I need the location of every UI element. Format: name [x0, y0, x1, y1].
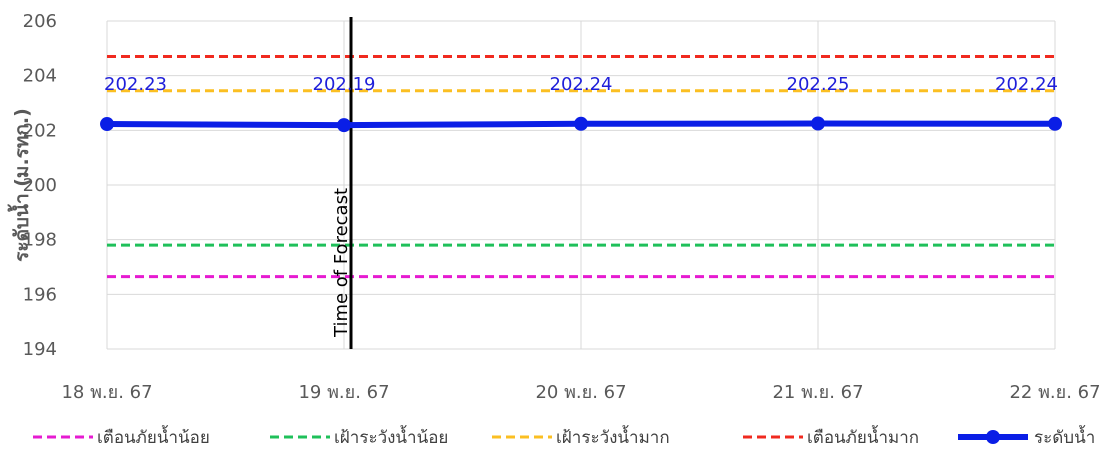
- x-tick-label: 19 พ.ย. 67: [298, 382, 389, 403]
- data-label: 202.23: [104, 74, 167, 95]
- data-point: [574, 116, 588, 131]
- data-label: 202.24: [550, 74, 613, 95]
- legend-item: เตือนภัยน้ำมาก: [743, 425, 919, 448]
- y-tick-label: 204: [23, 66, 57, 87]
- forecast-label: Time of Forecast: [331, 188, 352, 338]
- y-axis-title: ระดับน้ำ (ม.รทก.): [7, 108, 33, 262]
- y-axis-ticks: 194 196 198 200 202 204 206: [23, 11, 57, 360]
- data-point: [337, 118, 351, 133]
- y-tick-label: 200: [23, 175, 57, 196]
- legend-item: เฝ้าระวังน้ำน้อย: [270, 425, 448, 448]
- data-point: [1048, 116, 1062, 131]
- y-tick-label: 196: [23, 284, 57, 305]
- legend-label: เฝ้าระวังน้ำมาก: [556, 425, 670, 448]
- data-point: [100, 117, 114, 132]
- legend-label: เตือนภัยน้ำน้อย: [97, 425, 210, 448]
- x-tick-label: 18 พ.ย. 67: [61, 382, 152, 403]
- legend-item: ระดับน้ำ: [958, 425, 1095, 448]
- x-tick-label: 20 พ.ย. 67: [535, 382, 626, 403]
- forecast-annotation: Time of Forecast: [331, 17, 353, 349]
- reference-lines: [107, 55, 1055, 279]
- x-tick-label: 22 พ.ย. 67: [1009, 382, 1100, 403]
- legend-label: เตือนภัยน้ำมาก: [807, 425, 919, 448]
- x-axis-ticks: 18 พ.ย. 67 19 พ.ย. 67 20 พ.ย. 67 21 พ.ย. 67…: [61, 382, 1100, 403]
- legend-marker: [986, 430, 1000, 444]
- legend: เตือนภัยน้ำน้อย เฝ้าระวังน้ำน้อย เฝ้าระวัง…: [33, 425, 1095, 448]
- legend-label: ระดับน้ำ: [1034, 425, 1095, 448]
- series-water-level: 202.23 202.19 202.24 202.25 202.24: [100, 74, 1062, 133]
- data-label: 202.25: [787, 74, 850, 95]
- y-tick-label: 198: [23, 230, 57, 251]
- data-point: [811, 116, 825, 131]
- legend-item: เตือนภัยน้ำน้อย: [33, 425, 210, 448]
- gridlines: [106, 20, 1056, 350]
- y-tick-label: 194: [23, 339, 57, 360]
- y-tick-label: 206: [23, 11, 57, 32]
- legend-label: เฝ้าระวังน้ำน้อย: [334, 425, 448, 448]
- y-tick-label: 202: [23, 120, 57, 141]
- data-label: 202.24: [995, 74, 1058, 95]
- x-tick-label: 21 พ.ย. 67: [772, 382, 863, 403]
- data-label: 202.19: [313, 74, 376, 95]
- legend-item: เฝ้าระวังน้ำมาก: [492, 425, 670, 448]
